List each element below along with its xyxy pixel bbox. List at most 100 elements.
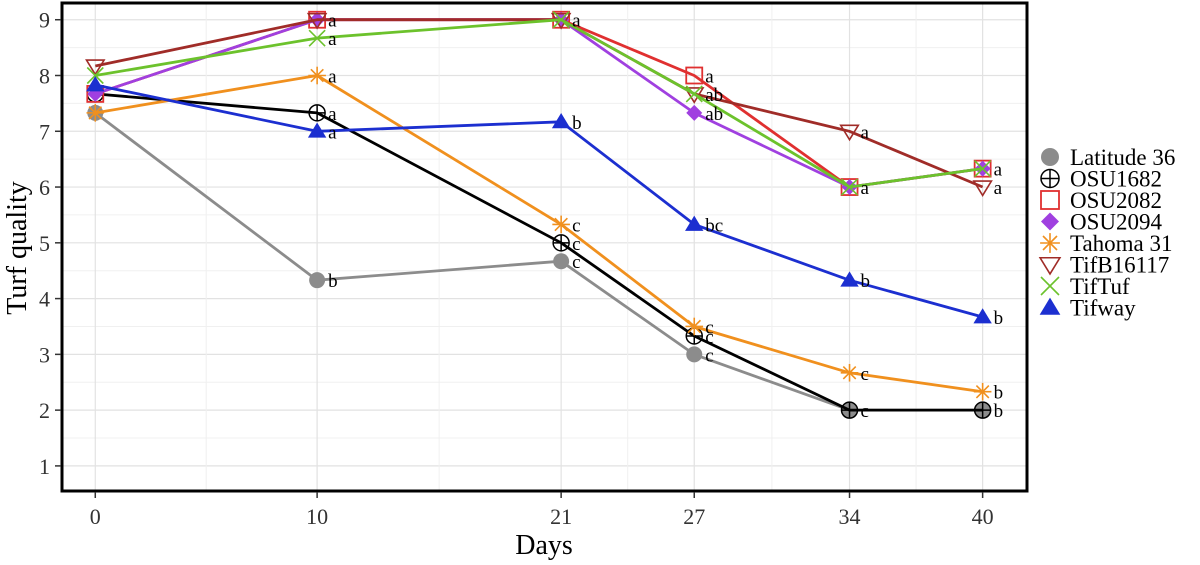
marker-stroke (1042, 235, 1058, 251)
data-point-marker (840, 363, 859, 382)
significance-letter: a (994, 160, 1003, 181)
data-point-marker (1040, 190, 1060, 210)
plot-frame (60, 1, 1029, 493)
legend-item: Tahoma 31 (1040, 231, 1173, 256)
legend-label: TifB16117 (1070, 253, 1169, 278)
marker-stroke (975, 384, 990, 399)
data-point-marker (840, 271, 859, 287)
data-point-marker (308, 104, 326, 122)
y-tick-label: 6 (39, 175, 50, 200)
y-tick-label: 9 (39, 8, 50, 33)
significance-letter: c (705, 327, 713, 348)
x-tick-label: 10 (306, 504, 328, 529)
significance-letter: c (705, 317, 713, 338)
data-point-marker (1039, 297, 1061, 315)
significance-letter: a (328, 122, 337, 143)
significance-letter: ab (705, 104, 723, 125)
significance-letter: a (861, 122, 870, 143)
data-point-marker (309, 272, 326, 289)
significance-letter: b (572, 113, 582, 134)
data-point-marker (308, 29, 326, 47)
y-tick-label: 5 (39, 231, 50, 256)
data-point-marker (86, 66, 104, 85)
data-point-marker (685, 317, 704, 336)
significance-letter: b (328, 271, 338, 292)
y-axis: 1 2 3 4 5 6 7 8 9 (39, 8, 61, 479)
series-tahoma-31 (86, 66, 992, 401)
data-point-marker (972, 180, 993, 197)
data-point-marker (553, 253, 570, 270)
grid (62, 3, 1027, 491)
data-point-marker (685, 85, 703, 103)
significance-letter: a (994, 178, 1003, 199)
series-tifway (86, 76, 992, 324)
marker-stroke (685, 85, 703, 103)
data-point-marker (973, 382, 992, 401)
significance-letter: a (328, 104, 337, 125)
data-point-marker (86, 76, 105, 92)
data-point-marker (308, 66, 326, 85)
significance-letter: c (572, 234, 580, 255)
marker-stroke (88, 106, 103, 120)
x-tick-label: 27 (683, 504, 705, 529)
x-tick-label: 21 (550, 504, 572, 529)
x-tick-label: 34 (839, 504, 861, 529)
data-point-marker (552, 234, 570, 252)
data-point-marker (551, 112, 571, 129)
significance-letter: a (861, 178, 870, 199)
legend-item: TifTuf (1040, 274, 1130, 299)
legend-item: Latitude 36 (1041, 145, 1175, 170)
series-lines (85, 10, 993, 419)
y-tick-label: 3 (39, 342, 50, 367)
significance-letter: b (994, 308, 1004, 329)
significance-letter: a (705, 67, 714, 88)
data-point-marker (1040, 276, 1060, 296)
significance-letter: c (861, 364, 869, 385)
marker-stroke (842, 365, 857, 380)
x-axis: 0 10 21 27 34 40 (90, 492, 994, 529)
legend-label: TifTuf (1070, 274, 1130, 299)
y-tick-label: 7 (39, 119, 50, 144)
legend-label: Tifway (1070, 296, 1136, 321)
significance-letter: c (861, 401, 869, 422)
marker-stroke (687, 319, 702, 334)
significance-letter: b (994, 401, 1004, 422)
data-point-marker (552, 11, 570, 29)
significance-letter: ab (705, 85, 723, 106)
data-point-marker (1040, 233, 1060, 253)
significance-letter: b (861, 271, 871, 292)
data-point-marker (973, 401, 992, 419)
significance-letter: c (705, 345, 713, 366)
significance-letter: a (572, 11, 581, 32)
significance-letter: c (572, 215, 580, 236)
legend-item: Tifway (1039, 296, 1136, 321)
significance-letter: b (994, 383, 1004, 404)
series-latitude-36 (87, 104, 991, 419)
data-point-marker (552, 215, 570, 234)
data-point-marker (685, 66, 704, 85)
data-point-marker (686, 104, 703, 121)
data-point-marker (685, 215, 704, 231)
legend-item: OSU1682 (1040, 167, 1162, 192)
legend-label: Latitude 36 (1070, 145, 1175, 170)
legend-label: OSU1682 (1070, 167, 1162, 192)
series-line (95, 92, 983, 412)
data-point-marker (306, 12, 328, 30)
significance-letter: a (328, 67, 337, 88)
data-point-marker (1041, 212, 1059, 231)
data-point-marker (1038, 256, 1062, 276)
significance-letter: a (328, 29, 337, 50)
marker-stroke (1040, 276, 1060, 296)
y-tick-label: 2 (39, 398, 50, 423)
data-point-marker (86, 104, 105, 122)
data-point-marker (686, 346, 703, 363)
x-axis-title: Days (515, 530, 573, 561)
significance-letter: bc (705, 215, 723, 236)
legend-label: OSU2082 (1070, 188, 1162, 213)
legend-label: OSU2094 (1070, 210, 1163, 235)
marker-stroke (308, 29, 326, 47)
marker-stroke (974, 160, 992, 178)
data-point-marker (307, 122, 327, 138)
